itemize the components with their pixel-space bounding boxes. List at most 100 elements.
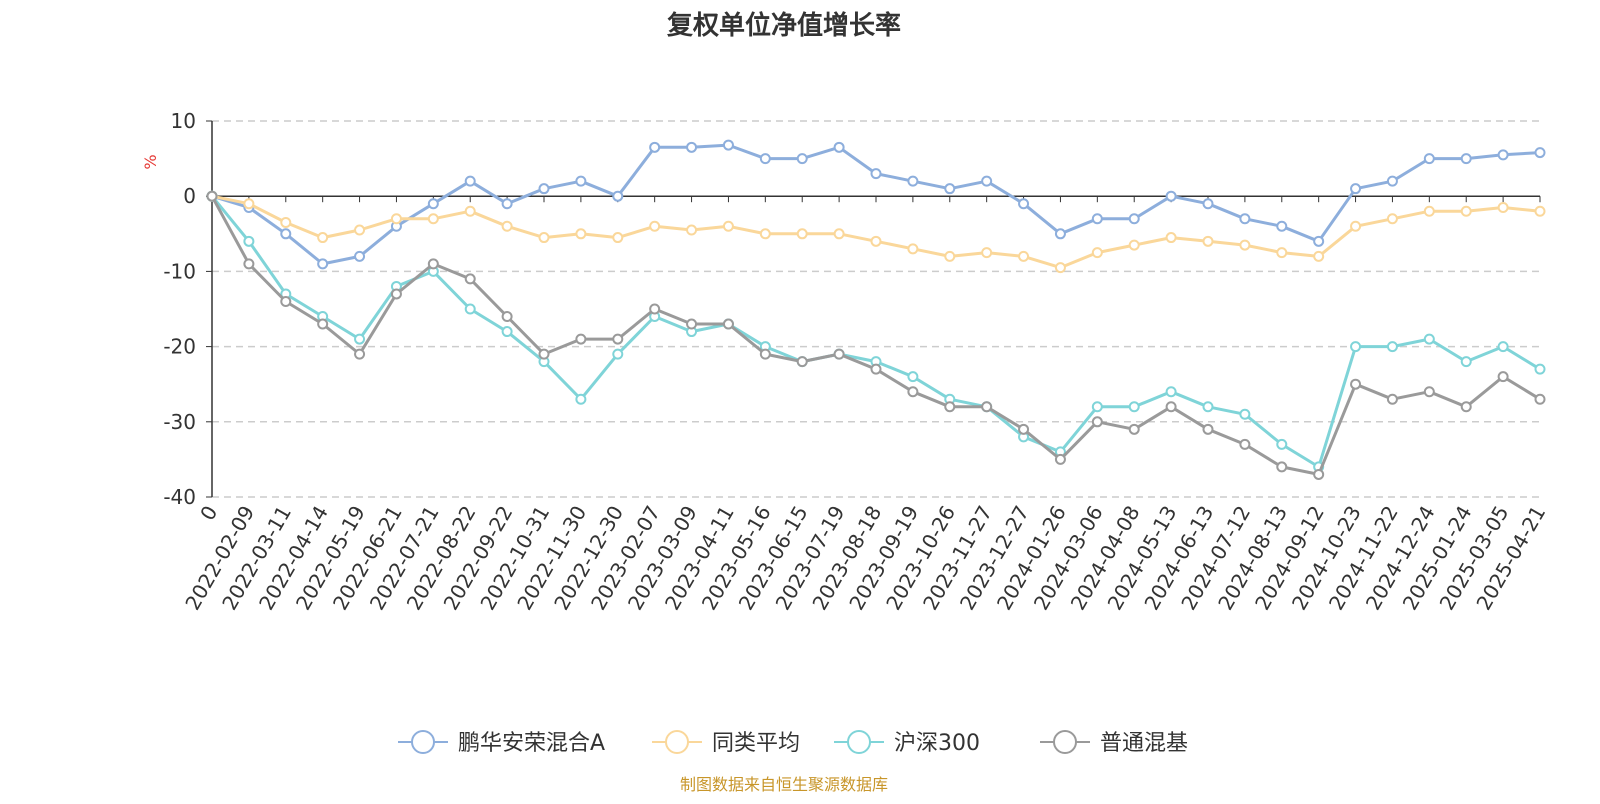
data-point	[649, 141, 661, 153]
data-point	[1091, 247, 1103, 259]
legend-circle-marker	[847, 730, 871, 754]
legend-item[interactable]: 普通混基	[1040, 730, 1188, 756]
data-point	[1460, 401, 1472, 413]
data-point	[280, 295, 292, 307]
data-point	[1386, 393, 1398, 405]
data-point	[759, 348, 771, 360]
data-point	[1497, 341, 1509, 353]
data-point	[981, 175, 993, 187]
data-point	[944, 250, 956, 262]
data-point	[981, 401, 993, 413]
data-point	[427, 198, 439, 210]
data-point	[907, 175, 919, 187]
legend-circle-marker	[411, 730, 435, 754]
data-point	[538, 232, 550, 244]
data-point	[1018, 423, 1030, 435]
data-point	[1386, 213, 1398, 225]
legend-label: 同类平均	[712, 731, 800, 756]
legend-item[interactable]: 沪深300	[834, 730, 980, 756]
data-point	[870, 168, 882, 180]
data-point	[354, 250, 366, 262]
data-point	[1239, 438, 1251, 450]
y-tick-label: -10	[163, 259, 196, 283]
data-point	[1054, 453, 1066, 465]
data-point	[317, 258, 329, 270]
data-point	[538, 183, 550, 195]
y-tick-label: 0	[183, 184, 196, 208]
legend-label: 鹏华安荣混合A	[458, 731, 605, 756]
data-point	[1276, 247, 1288, 259]
data-point	[1534, 393, 1546, 405]
legend-circle-marker	[665, 730, 689, 754]
data-point	[1276, 438, 1288, 450]
data-point	[870, 235, 882, 247]
source-footnote: 制图数据来自恒生聚源数据库	[680, 775, 888, 794]
data-point	[575, 393, 587, 405]
data-point	[1091, 213, 1103, 225]
legend[interactable]: 鹏华安荣混合A 同类平均 沪深300 普通混基	[398, 730, 1188, 756]
y-tick-label: -20	[163, 335, 196, 359]
data-point	[1386, 341, 1398, 353]
data-point	[1018, 250, 1030, 262]
data-point	[1276, 461, 1288, 473]
data-point	[243, 235, 255, 247]
data-point	[427, 213, 439, 225]
data-point	[981, 247, 993, 259]
data-point	[1239, 239, 1251, 251]
series-line	[211, 194, 1541, 270]
y-tick-label: -40	[163, 485, 196, 509]
data-point	[1423, 333, 1435, 345]
data-point	[1313, 468, 1325, 480]
data-point	[575, 228, 587, 240]
data-point	[1423, 153, 1435, 165]
data-point	[1054, 228, 1066, 240]
data-point	[833, 348, 845, 360]
data-point	[1128, 239, 1140, 251]
data-point	[390, 288, 402, 300]
data-point	[1423, 386, 1435, 398]
data-point	[1202, 423, 1214, 435]
data-point	[1534, 205, 1546, 217]
data-point	[390, 213, 402, 225]
legend-circle-marker	[1053, 730, 1077, 754]
data-point	[722, 220, 734, 232]
data-point	[907, 386, 919, 398]
data-point	[501, 198, 513, 210]
data-point	[1460, 356, 1472, 368]
data-point	[1239, 213, 1251, 225]
data-point	[1202, 235, 1214, 247]
data-point	[686, 318, 698, 330]
data-point	[944, 183, 956, 195]
data-point	[612, 232, 624, 244]
data-point	[501, 326, 513, 338]
data-point	[759, 153, 771, 165]
data-point	[1165, 401, 1177, 413]
data-point	[1239, 408, 1251, 420]
data-point	[796, 356, 808, 368]
data-point	[1091, 401, 1103, 413]
data-point	[1313, 235, 1325, 247]
data-point	[907, 371, 919, 383]
data-point	[427, 258, 439, 270]
x-tick-label: 0	[195, 502, 222, 525]
legend-item[interactable]: 鹏华安荣混合A	[398, 730, 605, 756]
data-point	[722, 318, 734, 330]
data-point	[1313, 250, 1325, 262]
data-point	[317, 318, 329, 330]
data-point	[1165, 232, 1177, 244]
data-point	[1460, 153, 1472, 165]
data-point	[1165, 190, 1177, 202]
y-tick-label: 10	[171, 109, 196, 133]
data-point	[501, 311, 513, 323]
data-point	[354, 333, 366, 345]
data-point	[464, 175, 476, 187]
data-point	[870, 363, 882, 375]
legend-item[interactable]: 同类平均	[652, 730, 800, 756]
data-point	[243, 258, 255, 270]
data-point	[354, 224, 366, 236]
data-point	[1497, 149, 1509, 161]
legend-label: 普通混基	[1100, 731, 1188, 756]
data-point	[1350, 183, 1362, 195]
data-point	[833, 141, 845, 153]
